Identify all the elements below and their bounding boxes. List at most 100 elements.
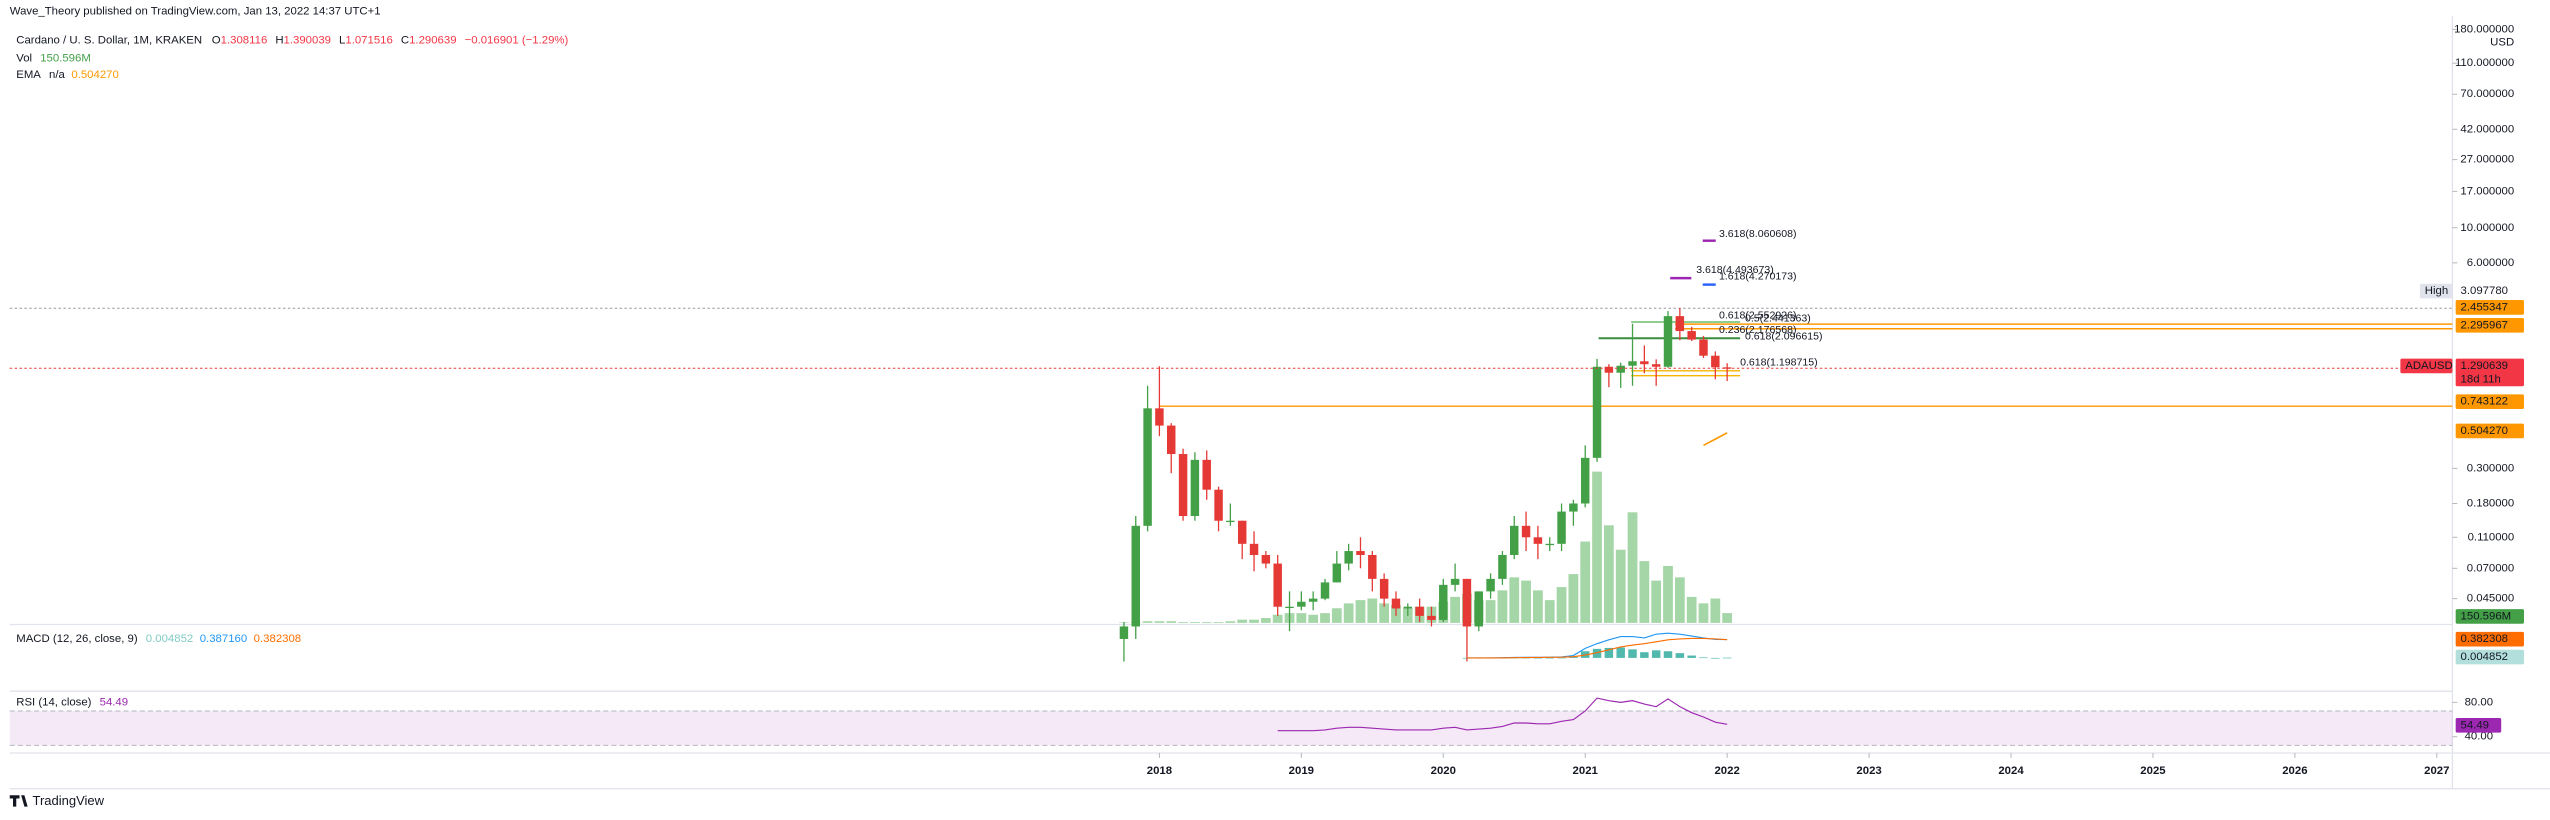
volume-bar	[1225, 621, 1236, 623]
macd-histogram-bar	[1722, 657, 1732, 659]
candle-body	[1155, 408, 1164, 426]
candle-body	[1557, 511, 1566, 544]
volume-value: 150.596M	[40, 53, 91, 65]
fib-label: 3.618(8.060608)	[1719, 228, 1797, 240]
rsi-band	[9, 710, 2453, 746]
volume-bar	[1663, 565, 1673, 623]
x-tick-label: 2021	[1573, 765, 1599, 777]
candle-body	[1699, 339, 1708, 356]
volume-bar	[1201, 622, 1212, 623]
volume-bar	[1615, 549, 1626, 623]
x-tick-label: 2024	[1998, 765, 2024, 777]
macd-signal-tag-box	[2455, 631, 2524, 647]
x-tick-label: 2022	[1714, 765, 1739, 777]
volume-bar	[1497, 590, 1508, 623]
y-tick-label: 17.000000	[2460, 185, 2514, 197]
macd-histogram-bar	[1687, 655, 1696, 658]
candle-body	[1249, 543, 1259, 555]
candle-body	[1143, 408, 1152, 526]
y-tick-label: 27.000000	[2460, 154, 2514, 166]
candle-body	[1332, 563, 1342, 583]
candle-body	[1545, 543, 1554, 546]
volume-bar	[1367, 598, 1378, 623]
candle-body	[1628, 361, 1637, 366]
ohlc-value: 1.290639	[409, 35, 456, 47]
rsi-line	[1277, 697, 1728, 732]
candle-body	[1640, 361, 1649, 365]
fib-label: 0.236(2.176568)	[1719, 324, 1797, 336]
candle-body	[1592, 366, 1602, 458]
candle-body	[1131, 525, 1140, 627]
countdown: 18d 11h	[2461, 374, 2501, 386]
candle-body	[1580, 457, 1590, 504]
candle-body	[1297, 601, 1306, 607]
macd-histogram-bar	[1711, 657, 1720, 659]
ohlc-label: C	[401, 35, 409, 47]
fib-label: 3.618(4.493673)	[1696, 264, 1774, 276]
y-tick-label: 110.000000	[2455, 57, 2514, 69]
x-tick-label: 2026	[2282, 765, 2307, 777]
candle-body	[1368, 554, 1377, 579]
volume-bar	[1213, 622, 1224, 623]
candle-body	[1344, 551, 1353, 564]
fib-label: 0.618(2.096615)	[1745, 330, 1823, 342]
volume-bar	[1686, 596, 1697, 623]
candle-body	[1462, 578, 1472, 627]
level-value: 2.455347	[2461, 301, 2508, 313]
candle-body	[1273, 563, 1282, 607]
rsi-name: RSI (14, close)	[16, 697, 91, 709]
symbol-tag-box	[2400, 358, 2453, 374]
volume-bar	[1154, 621, 1165, 623]
volume-bar	[1627, 512, 1638, 623]
volume-bar	[1544, 600, 1555, 623]
macd-value: 0.387160	[200, 633, 247, 645]
rsi-value: 54.49	[100, 697, 128, 709]
rsi-tick-label: 80.00	[2465, 696, 2493, 708]
macd-histogram-bar	[1699, 657, 1708, 659]
candle-body	[1391, 598, 1401, 609]
ohlc-label: H	[275, 35, 283, 47]
volume-bar	[1509, 577, 1520, 623]
candle-body	[1510, 525, 1519, 555]
volume-bar	[1320, 613, 1330, 623]
volume-bar	[1296, 613, 1307, 623]
candle-body	[1320, 582, 1330, 599]
y-tick-label: 180.000000	[2454, 23, 2514, 35]
x-tick-label: 2019	[1289, 765, 1314, 777]
y-tick-label: 0.300000	[2467, 462, 2514, 474]
macd-histogram-bar	[1663, 651, 1673, 658]
volume-bar	[1674, 577, 1685, 623]
volume-bar	[1580, 541, 1591, 623]
macd-signal-tag: 0.382308	[2461, 633, 2508, 645]
macd-hist-tag: 0.004852	[2461, 651, 2508, 663]
macd-hist-value: 0.004852	[146, 633, 193, 645]
volume-bar	[1603, 525, 1614, 623]
macd-histogram-bar	[1651, 650, 1661, 658]
level-value: 0.743122	[2461, 396, 2508, 408]
fib-label: 0.5(2.441363)	[1745, 313, 1811, 325]
volume-bar	[1556, 587, 1567, 623]
level-value: 2.295967	[2461, 319, 2508, 331]
candle-body	[1403, 606, 1413, 609]
rsi-legend: RSI (14, close) 54.49	[16, 697, 128, 709]
ema-line	[1703, 432, 1728, 447]
candle-body	[1450, 578, 1460, 585]
rsi-tick-label: 40.00	[2465, 731, 2493, 743]
volume-bar	[1379, 603, 1390, 623]
y-tick-label: 6.000000	[2467, 257, 2514, 269]
candle-body	[1308, 598, 1318, 602]
x-tick-label: 2023	[1856, 765, 1881, 777]
ema-tag-box	[2455, 423, 2524, 439]
ema-name: EMA	[16, 69, 41, 81]
macd-legend: MACD (12, 26, close, 9) 0.004852 0.387160 0…	[16, 633, 301, 645]
y-tick-label: 0.180000	[2467, 497, 2514, 509]
publisher-line: Wave_Theory published on TradingView.com…	[10, 5, 381, 17]
candle-body	[1202, 459, 1211, 490]
symbol-name: Cardano / U. S. Dollar, 1M, KRAKEN	[16, 35, 202, 47]
volume-bar	[1272, 614, 1283, 623]
change: −0.016901 (−1.29%)	[465, 35, 569, 47]
macd-histogram-bar	[1557, 657, 1566, 659]
y-tick-label: 0.045000	[2467, 593, 2514, 605]
ema-status: n/a	[49, 69, 65, 81]
